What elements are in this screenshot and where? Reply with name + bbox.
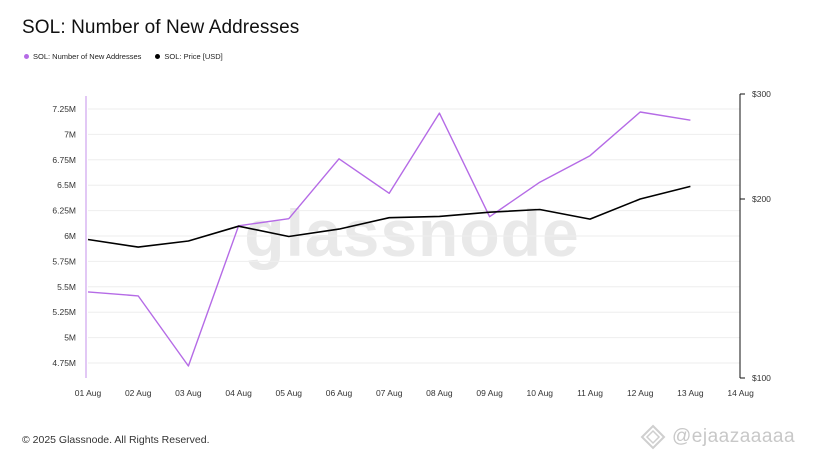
x-tick-label: 07 Aug [376, 388, 403, 398]
x-tick-label: 11 Aug [577, 388, 603, 398]
x-tick-label: 02 Aug [125, 388, 152, 398]
legend-item-price[interactable]: SOL: Price [USD] [155, 52, 223, 61]
glassnode-watermark: glassnode [244, 196, 579, 270]
y-left-tick-label: 5.75M [52, 256, 76, 266]
x-tick-label: 05 Aug [276, 388, 303, 398]
chart-legend: SOL: Number of New Addresses SOL: Price … [24, 52, 237, 61]
y-right-tick-label: $200 [752, 194, 771, 204]
x-tick-label: 03 Aug [175, 388, 202, 398]
legend-label-price: SOL: Price [USD] [164, 52, 223, 61]
x-tick-label: 09 Aug [476, 388, 503, 398]
new-addresses-series-line [87, 111, 691, 367]
y-right-tick-label: $300 [752, 89, 771, 99]
y-left-tick-label: 7M [64, 129, 76, 139]
x-tick-label: 01 Aug [75, 388, 102, 398]
y-left-tick-label: 6.5M [57, 180, 76, 190]
y-left-tick-label: 6.25M [52, 206, 76, 216]
copyright-footer: © 2025 Glassnode. All Rights Reserved. [22, 434, 210, 446]
legend-dot-new-addresses [24, 54, 29, 59]
x-tick-label: 04 Aug [225, 388, 252, 398]
chart-title: SOL: Number of New Addresses [22, 17, 300, 38]
y-left-tick-label: 6.75M [52, 155, 76, 165]
y-left-tick-label: 5M [64, 333, 76, 343]
x-tick-label: 14 Aug [727, 388, 754, 398]
y-left-tick-label: 4.75M [52, 358, 76, 368]
y-right-tick-label: $100 [752, 373, 771, 383]
legend-dot-price [155, 54, 161, 59]
y-left-tick-label: 5.5M [57, 282, 76, 292]
y-left-tick-label: 7.25M [52, 104, 76, 114]
legend-label-new-addresses: SOL: Number of New Addresses [33, 52, 142, 61]
x-tick-label: 06 Aug [326, 388, 353, 398]
y-left-tick-label: 6M [64, 231, 76, 241]
price-series-line [87, 185, 691, 248]
x-tick-label: 10 Aug [527, 388, 554, 398]
legend-item-new-addresses[interactable]: SOL: Number of New Addresses [24, 52, 141, 61]
y-left-tick-label: 5.25M [52, 307, 76, 317]
corner-watermark: @ejaazaaaaa [640, 424, 795, 450]
x-tick-label: 12 Aug [627, 388, 654, 398]
corner-watermark-text: @ejaazaaaaa [672, 426, 796, 447]
x-tick-label: 08 Aug [426, 388, 453, 398]
x-tick-label: 13 Aug [677, 388, 704, 398]
diamond-logo-icon [640, 424, 666, 450]
